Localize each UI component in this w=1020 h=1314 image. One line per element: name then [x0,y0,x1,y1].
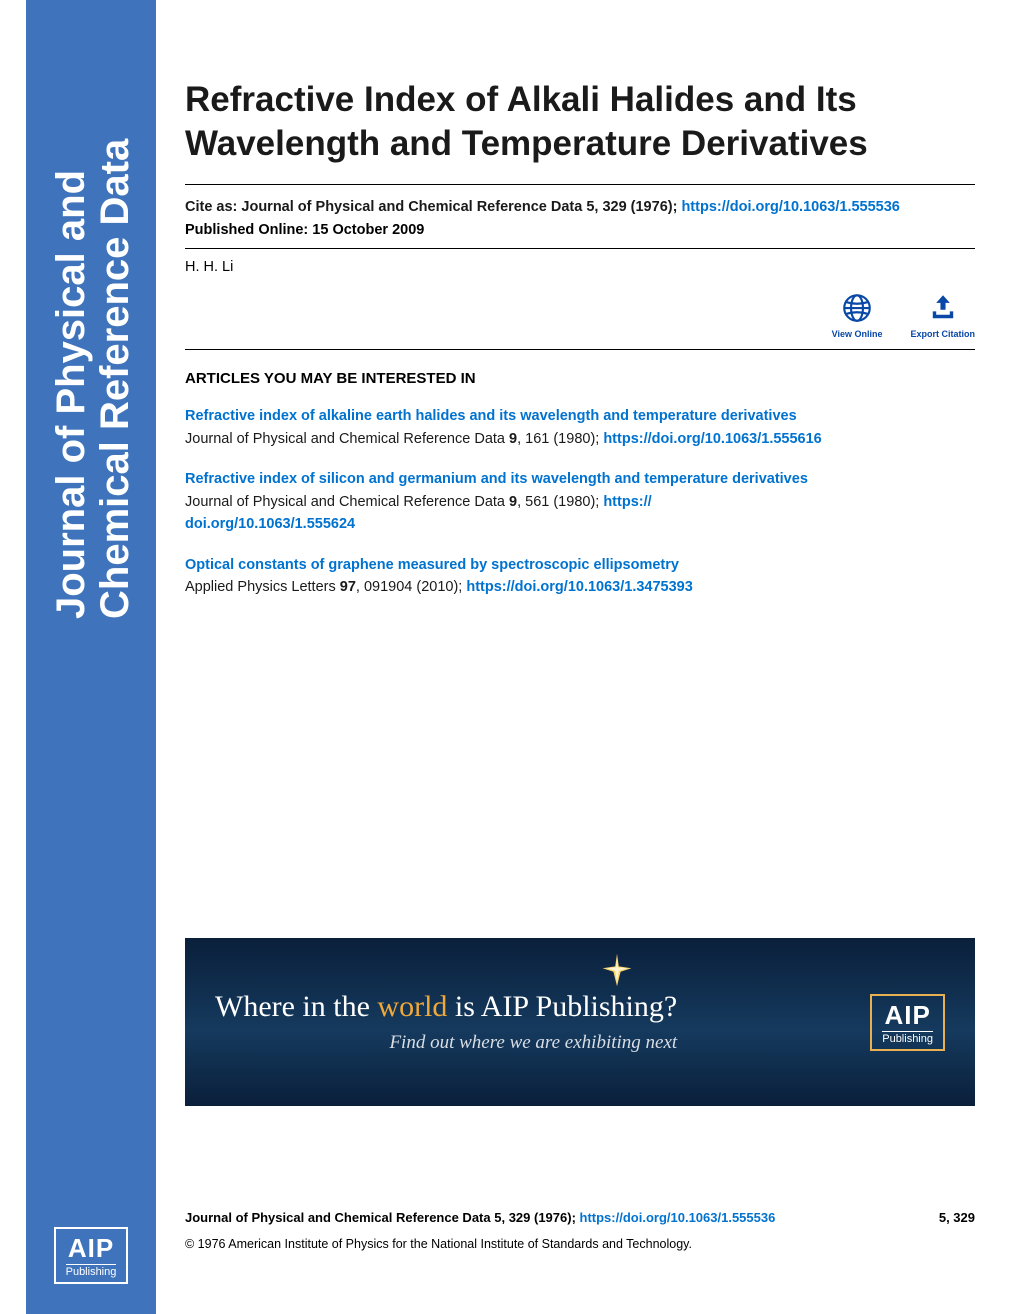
view-online-button[interactable]: View Online [832,291,883,339]
aip-logo-small: Publishing [882,1031,933,1045]
related-doi-link[interactable]: https://doi.org/10.1063/1.555616 [603,431,821,447]
journal-name-line2: Chemical Reference Data [93,89,137,619]
aip-logo-big: AIP [66,1235,117,1261]
related-doi-link[interactable]: https:// [603,494,651,510]
aip-logo-sidebar[interactable]: AIP Publishing [54,1227,129,1284]
related-article-1: Refractive index of silicon and germaniu… [185,468,975,535]
banner-line2: Find out where we are exhibiting next [215,1032,677,1054]
related-title[interactable]: Refractive index of alkaline earth halid… [185,405,975,427]
export-citation-label: Export Citation [911,329,976,339]
divider [185,184,975,185]
related-journal: Journal of Physical and Chemical Referen… [185,494,509,510]
view-online-label: View Online [832,329,883,339]
related-doi-link-2[interactable]: doi.org/10.1063/1.555624 [185,516,355,532]
ad-banner[interactable]: Where in the world is AIP Publishing? Fi… [185,938,975,1106]
journal-name-line1: Journal of Physical and [49,89,93,619]
banner-line1: Where in the world is AIP Publishing? [215,990,677,1024]
related-title[interactable]: Refractive index of silicon and germaniu… [185,468,975,490]
author-name[interactable]: H. H. Li [185,259,233,275]
export-citation-button[interactable]: Export Citation [911,291,976,339]
article-title: Refractive Index of Alkali Halides and I… [185,78,975,166]
related-article-0: Refractive index of alkaline earth halid… [185,405,975,450]
related-vol: 97 [340,579,356,595]
related-cite: Applied Physics Letters 97, 091904 (2010… [185,576,975,598]
footer-page-vol: 5 [939,1210,946,1225]
aip-logo-big: AIP [882,1002,933,1028]
footer-citation-row: Journal of Physical and Chemical Referen… [185,1210,975,1225]
related-rest: , 091904 (2010); [356,579,466,595]
main-content: Refractive Index of Alkali Halides and I… [185,78,975,617]
banner-line1-post: is AIP Publishing? [447,990,677,1023]
related-cite: Journal of Physical and Chemical Referen… [185,491,975,536]
footer-copyright: © 1976 American Institute of Physics for… [185,1237,975,1251]
cite-rest: , 329 (1976); [594,199,681,215]
divider [185,349,975,350]
footer: Journal of Physical and Chemical Referen… [185,1210,975,1251]
related-rest: , 561 (1980); [517,494,603,510]
footer-cite-prefix: Journal of Physical and Chemical Referen… [185,1210,494,1225]
authors[interactable]: H. H. Li [185,259,975,275]
related-vol: 9 [509,431,517,447]
related-doi-link[interactable]: https://doi.org/10.1063/1.3475393 [466,579,692,595]
footer-page-ref: 5, 329 [939,1210,975,1225]
doi-link[interactable]: https://doi.org/10.1063/1.555536 [681,199,899,215]
footer-page-rest: , 329 [946,1210,975,1225]
banner-text: Where in the world is AIP Publishing? Fi… [215,990,677,1054]
journal-name: Journal of Physical and Chemical Referen… [49,89,137,619]
star-icon [599,952,635,988]
divider [185,248,975,249]
action-bar: View Online Export Citation [185,291,975,339]
related-rest: , 161 (1980); [517,431,603,447]
footer-doi-link[interactable]: https://doi.org/10.1063/1.555536 [580,1210,776,1225]
related-vol: 9 [509,494,517,510]
aip-logo-banner: AIP Publishing [870,994,945,1051]
banner-line1-pre: Where in the [215,990,377,1023]
cite-prefix: Cite as: Journal of Physical and Chemica… [185,199,586,215]
footer-cite-rest: , 329 (1976); [501,1210,579,1225]
related-journal: Applied Physics Letters [185,579,340,595]
related-title[interactable]: Optical constants of graphene measured b… [185,554,975,576]
related-article-2: Optical constants of graphene measured b… [185,554,975,599]
related-heading: ARTICLES YOU MAY BE INTERESTED IN [185,370,975,387]
sidebar: Journal of Physical and Chemical Referen… [26,0,156,1314]
published-online: Published Online: 15 October 2009 [185,222,975,238]
export-icon [926,291,960,325]
citation-line: Cite as: Journal of Physical and Chemica… [185,197,975,219]
aip-logo-small: Publishing [66,1264,117,1278]
banner-line1-hl: world [377,990,447,1023]
related-cite: Journal of Physical and Chemical Referen… [185,428,975,450]
related-journal: Journal of Physical and Chemical Referen… [185,431,509,447]
footer-cite: Journal of Physical and Chemical Referen… [185,1210,775,1225]
globe-icon [840,291,874,325]
